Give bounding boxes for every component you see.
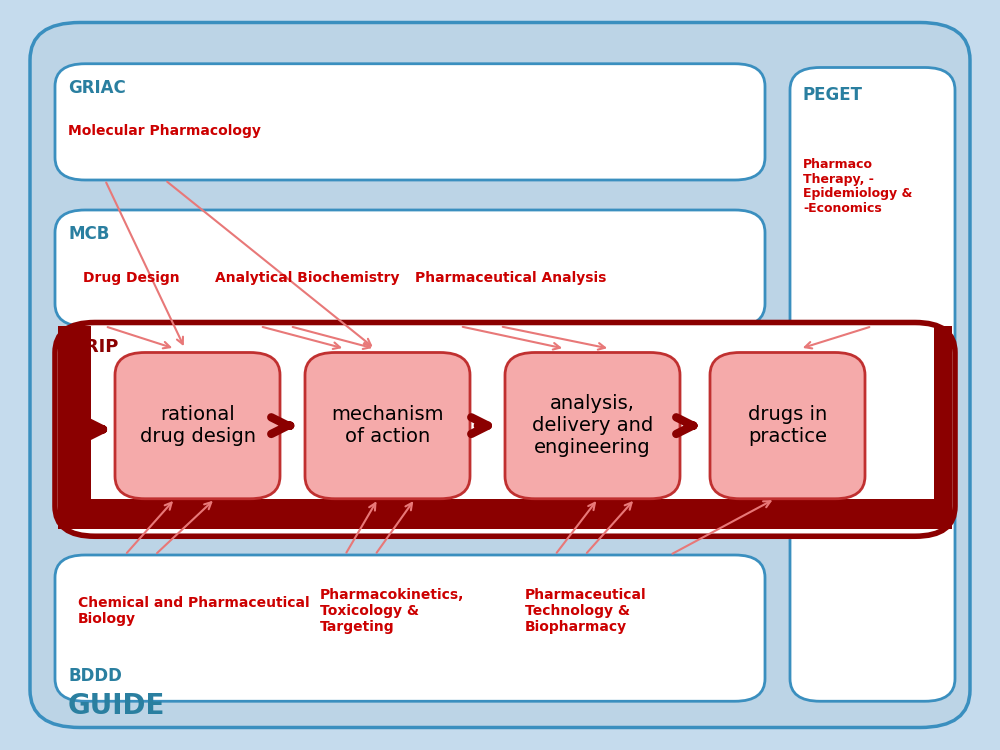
FancyBboxPatch shape <box>55 64 765 180</box>
Text: GRIP: GRIP <box>70 338 118 356</box>
Text: Analytical Biochemistry: Analytical Biochemistry <box>215 271 400 284</box>
Text: PEGET: PEGET <box>803 86 863 104</box>
Text: Pharmacokinetics,
Toxicology &
Targeting: Pharmacokinetics, Toxicology & Targeting <box>320 588 464 634</box>
Text: Pharmaco
Therapy, -
Epidemiology &
-Economics: Pharmaco Therapy, - Epidemiology & -Econ… <box>803 158 912 215</box>
Text: rational
drug design: rational drug design <box>140 405 256 446</box>
Text: MCB: MCB <box>68 225 109 243</box>
Bar <box>58 326 91 529</box>
Text: Chemical and Pharmaceutical
Biology: Chemical and Pharmaceutical Biology <box>78 596 310 626</box>
Text: mechanism
of action: mechanism of action <box>331 405 444 446</box>
Text: BDDD: BDDD <box>68 667 122 685</box>
Text: Pharmaceutical Analysis: Pharmaceutical Analysis <box>415 271 606 284</box>
FancyBboxPatch shape <box>55 322 955 536</box>
Text: drugs in
practice: drugs in practice <box>748 405 827 446</box>
Text: GRIAC: GRIAC <box>68 79 126 97</box>
Bar <box>934 326 952 529</box>
FancyBboxPatch shape <box>505 352 680 499</box>
FancyBboxPatch shape <box>115 352 280 499</box>
FancyBboxPatch shape <box>30 22 970 728</box>
Text: Pharmaceutical
Technology &
Biopharmacy: Pharmaceutical Technology & Biopharmacy <box>525 588 647 634</box>
FancyBboxPatch shape <box>710 352 865 499</box>
Text: GUIDE: GUIDE <box>68 692 165 720</box>
FancyBboxPatch shape <box>790 68 955 701</box>
Text: Molecular Pharmacology: Molecular Pharmacology <box>68 124 261 138</box>
Bar <box>58 499 952 529</box>
FancyBboxPatch shape <box>55 555 765 701</box>
Text: Drug Design: Drug Design <box>83 271 180 284</box>
Text: analysis,
delivery and
engineering: analysis, delivery and engineering <box>532 394 653 457</box>
FancyBboxPatch shape <box>55 210 765 326</box>
FancyBboxPatch shape <box>305 352 470 499</box>
